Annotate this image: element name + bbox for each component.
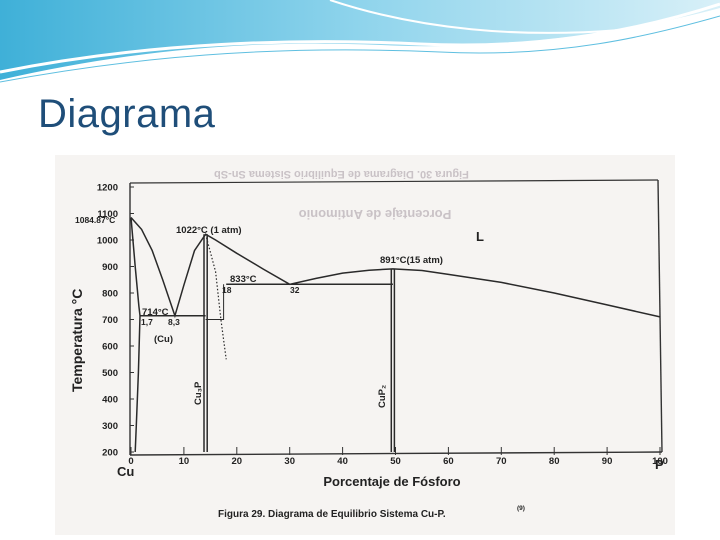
x-right-element-label: P (655, 457, 664, 472)
solvus-line (130, 217, 141, 453)
x-tick-label: 70 (496, 456, 507, 467)
y-tick-label: 400 (102, 395, 118, 406)
cu-melting-label: 1084.87°C (75, 215, 115, 225)
eutectic-high-comp-b: 32 (290, 285, 300, 295)
y-tick-label: 900 (102, 262, 118, 273)
phase-boundaries (130, 217, 661, 453)
eutectic-low-label: 714°C (142, 307, 169, 318)
y-tick-label: 1200 (97, 183, 118, 194)
ghost-subtitle: Porcentaje de Antimonio (299, 207, 452, 222)
y-tick-label: 700 (102, 315, 118, 326)
eutectic-low-comp-a: 1,7 (141, 317, 153, 327)
eutectic-high-comp-a: 18 (222, 285, 232, 295)
x-left-element-label: Cu (117, 464, 134, 479)
slide-title: Diagrama (38, 92, 216, 136)
eutectic-low-comp-b: 8,3 (168, 317, 180, 327)
x-tick-label: 10 (179, 456, 190, 467)
x-tick-label: 40 (337, 456, 348, 467)
solid-solution-label: (Cu) (154, 334, 173, 345)
x-tick-label: 60 (443, 456, 454, 467)
cup2-congruent-label: 891°C(15 atm) (380, 255, 443, 266)
x-tick-label: 0 (128, 456, 133, 467)
y-tick-label: 300 (102, 421, 118, 432)
figure-caption: Figura 29. Diagrama de Equilibrio Sistem… (218, 509, 446, 520)
x-tick-label: 90 (602, 456, 613, 467)
x-tick-label: 30 (284, 456, 295, 467)
liquidus-curve (130, 217, 661, 319)
y-tick-label: 1100 (97, 209, 118, 220)
y-tick-label: 800 (102, 289, 118, 300)
cu3p-phase-label: Cu₃P (193, 381, 204, 405)
scanned-figure-background (55, 155, 675, 535)
x-tick-label: 100 (652, 456, 668, 467)
eutectic-high-label: 833°C (230, 274, 257, 285)
ghost-title: Figura 30. Diagrama de Equilibrio Sistem… (214, 168, 469, 180)
x-tick-label: 50 (390, 456, 401, 467)
y-axis-title: Temperatura °C (69, 289, 85, 392)
cup2-phase-label: CuP₂ (377, 385, 388, 408)
cu3p-bracket (205, 284, 225, 320)
y-tick-label: 200 (102, 448, 118, 459)
figure-caption-ref: (9) (517, 505, 525, 512)
liquid-phase-label: L (476, 229, 484, 244)
cu3p-congruent-label: 1022°C (1 atm) (176, 225, 242, 236)
x-tick-label: 20 (232, 456, 243, 467)
y-axis-ticks: 200 300 400 500 600 700 800 900 1000 1100 1200 (97, 183, 134, 459)
header-wave-decoration (0, 0, 720, 83)
x-axis-title: Porcentaje de Fósforo (323, 474, 460, 489)
x-tick-label: 80 (549, 456, 560, 467)
y-tick-label: 600 (102, 342, 118, 353)
x-axis-ticks: 0 10 20 30 40 50 60 70 80 90 100 (128, 447, 668, 467)
y-tick-label: 1000 (97, 236, 118, 247)
y-tick-label: 500 (102, 368, 118, 379)
